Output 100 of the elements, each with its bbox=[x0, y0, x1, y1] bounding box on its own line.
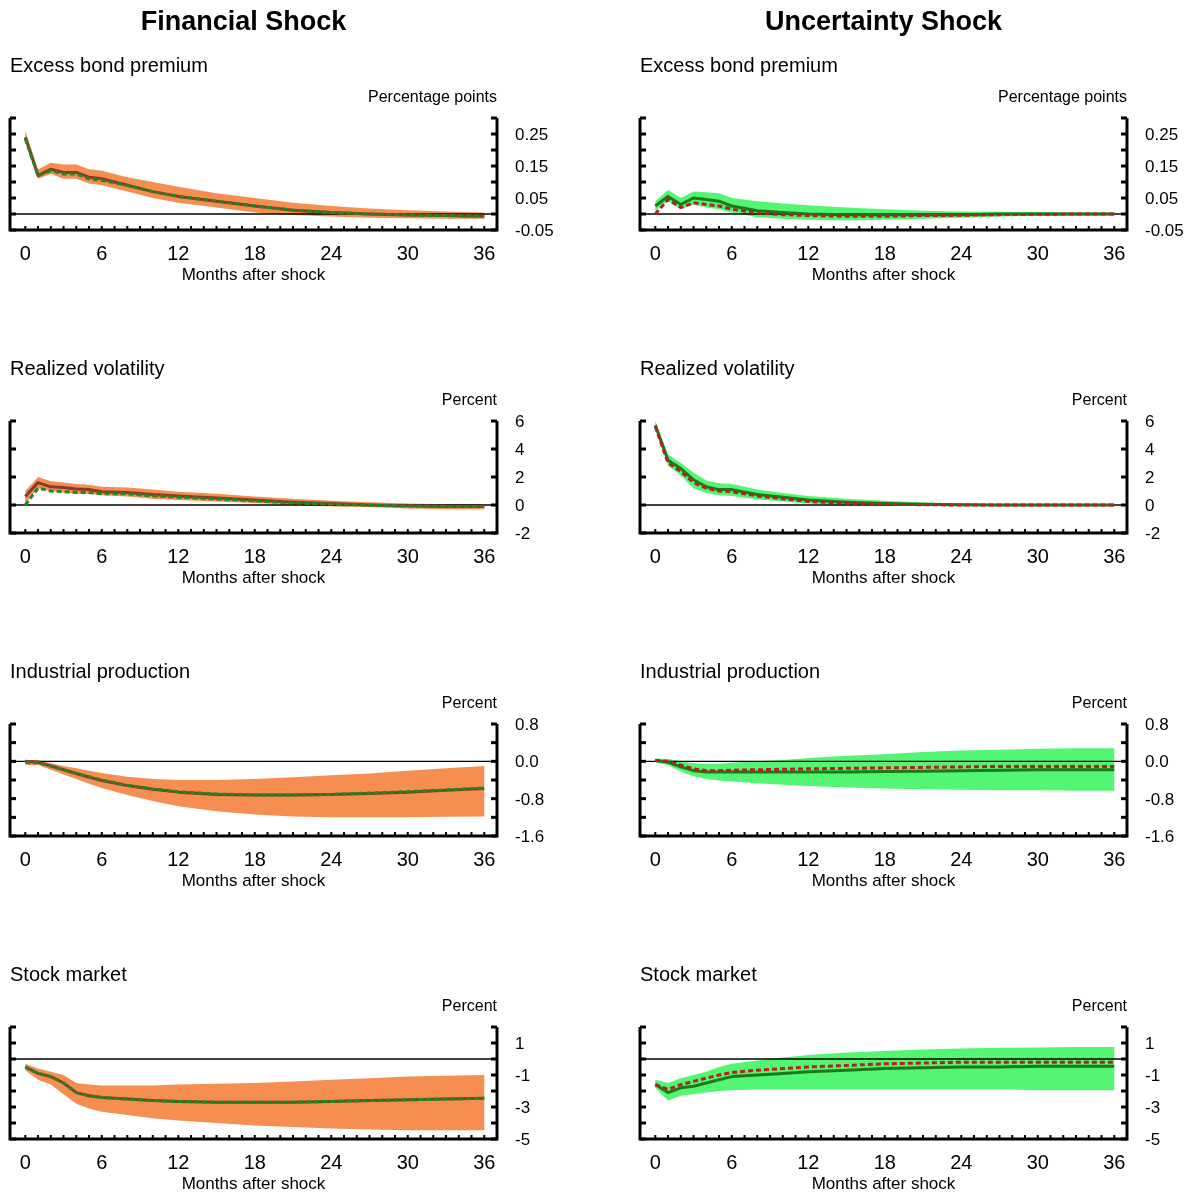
x-tick-label: 24 bbox=[320, 848, 343, 870]
x-tick-label: 36 bbox=[473, 1151, 496, 1173]
y-tick-label: 0 bbox=[515, 496, 525, 515]
text: Financial Shock bbox=[140, 6, 348, 36]
x-tick-label: 6 bbox=[96, 242, 108, 264]
y-tick-label: 0.05 bbox=[515, 189, 549, 208]
x-tick-label: 36 bbox=[1103, 545, 1126, 567]
x-tick-label: 30 bbox=[1026, 1151, 1049, 1173]
chart-title: Realized volatility bbox=[640, 357, 795, 379]
y-axis-title: Percent bbox=[441, 694, 498, 711]
y-axis-title: Percent bbox=[441, 997, 498, 1014]
x-tick-label: 6 bbox=[726, 242, 738, 264]
y-tick-label: 1 bbox=[515, 1034, 525, 1053]
chart-title: Stock market bbox=[10, 963, 128, 985]
x-tick-label: 18 bbox=[873, 242, 896, 264]
x-tick-label: 12 bbox=[797, 848, 820, 870]
x-tick-label: 6 bbox=[96, 545, 108, 567]
chart-title: Excess bond premium bbox=[640, 54, 838, 76]
x-tick-label: 0 bbox=[649, 545, 661, 567]
x-tick-label: 0 bbox=[19, 848, 31, 870]
y-tick-label: -1 bbox=[1145, 1066, 1161, 1085]
y-tick-label: 0.15 bbox=[515, 157, 549, 176]
x-tick-label: 36 bbox=[1103, 1151, 1126, 1173]
y-tick-label: 0.0 bbox=[1145, 752, 1169, 772]
y-tick-label: -0.8 bbox=[515, 789, 545, 809]
x-tick-label: 18 bbox=[243, 242, 266, 264]
y-tick-label: 0.25 bbox=[515, 125, 549, 144]
x-tick-label: 36 bbox=[473, 242, 496, 264]
x-axis-title: Months after shock bbox=[181, 265, 326, 284]
y-axis-title: Percent bbox=[1071, 694, 1128, 711]
x-tick-label: 0 bbox=[649, 242, 661, 264]
text: Uncertainty Shock bbox=[764, 6, 1004, 36]
y-tick-label: -5 bbox=[1145, 1130, 1161, 1149]
y-tick-label: 2 bbox=[1145, 468, 1155, 487]
x-tick-label: 12 bbox=[167, 242, 190, 264]
x-tick-label: 12 bbox=[797, 1151, 820, 1173]
y-tick-label: -5 bbox=[515, 1130, 531, 1149]
x-tick-label: 12 bbox=[167, 848, 190, 870]
chart-title: Excess bond premium bbox=[10, 54, 208, 76]
y-tick-label: -0.8 bbox=[1145, 789, 1175, 809]
x-tick-label: 24 bbox=[950, 545, 973, 567]
x-tick-label: 0 bbox=[649, 1151, 661, 1173]
x-tick-label: 0 bbox=[19, 1151, 31, 1173]
x-tick-label: 6 bbox=[96, 848, 108, 870]
x-tick-label: 24 bbox=[950, 848, 973, 870]
y-axis-title: Percent bbox=[441, 391, 498, 408]
x-tick-label: 18 bbox=[243, 545, 266, 567]
x-axis-title: Months after shock bbox=[811, 871, 956, 890]
x-tick-label: 0 bbox=[649, 848, 661, 870]
x-tick-label: 36 bbox=[473, 545, 496, 567]
chart-title: Realized volatility bbox=[10, 357, 165, 379]
x-tick-label: 24 bbox=[320, 545, 343, 567]
x-tick-label: 18 bbox=[873, 848, 896, 870]
x-axis-title: Months after shock bbox=[181, 568, 326, 587]
y-tick-label: 0.05 bbox=[1145, 189, 1179, 208]
y-tick-label: -2 bbox=[1145, 524, 1161, 543]
x-tick-label: 12 bbox=[797, 545, 820, 567]
x-axis-title: Months after shock bbox=[181, 871, 326, 890]
x-tick-label: 30 bbox=[396, 242, 419, 264]
x-tick-label: 36 bbox=[1103, 848, 1126, 870]
x-axis-title: Months after shock bbox=[811, 1174, 956, 1192]
x-tick-label: 6 bbox=[726, 545, 738, 567]
x-tick-label: 12 bbox=[167, 1151, 190, 1173]
x-tick-label: 18 bbox=[243, 848, 266, 870]
x-tick-label: 30 bbox=[1026, 545, 1049, 567]
x-axis-title: Months after shock bbox=[811, 265, 956, 284]
y-tick-label: 6 bbox=[515, 412, 525, 431]
y-tick-label: 0.15 bbox=[1145, 157, 1179, 176]
y-tick-label: -0.05 bbox=[1145, 221, 1184, 240]
y-tick-label: 2 bbox=[515, 468, 525, 487]
y-tick-label: -0.05 bbox=[515, 221, 554, 240]
y-tick-label: -2 bbox=[515, 524, 531, 543]
y-tick-label: 1 bbox=[1145, 1034, 1155, 1053]
x-axis-title: Months after shock bbox=[811, 568, 956, 587]
x-tick-label: 24 bbox=[320, 1151, 343, 1173]
x-tick-label: 24 bbox=[950, 1151, 973, 1173]
y-tick-label: -3 bbox=[515, 1098, 531, 1117]
x-tick-label: 30 bbox=[1026, 242, 1049, 264]
x-tick-label: 30 bbox=[396, 848, 419, 870]
x-tick-label: 18 bbox=[873, 1151, 896, 1173]
x-tick-label: 12 bbox=[797, 242, 820, 264]
y-tick-label: 4 bbox=[515, 440, 525, 459]
y-tick-label: -1 bbox=[515, 1066, 531, 1085]
y-axis-title: Percent bbox=[1071, 997, 1128, 1014]
y-tick-label: 4 bbox=[1145, 440, 1155, 459]
x-tick-label: 6 bbox=[96, 1151, 108, 1173]
x-tick-label: 18 bbox=[243, 1151, 266, 1173]
x-tick-label: 18 bbox=[873, 545, 896, 567]
y-tick-label: 0 bbox=[1145, 496, 1155, 515]
x-tick-label: 36 bbox=[1103, 242, 1126, 264]
y-tick-label: 0.8 bbox=[1145, 715, 1169, 734]
x-tick-label: 6 bbox=[726, 1151, 738, 1173]
y-tick-label: 0.8 bbox=[515, 715, 539, 734]
y-tick-label: -1.6 bbox=[515, 827, 545, 846]
chart-title: Industrial production bbox=[10, 660, 191, 682]
y-tick-label: -1.6 bbox=[1145, 827, 1175, 846]
x-axis-title: Months after shock bbox=[181, 1174, 326, 1192]
y-tick-label: -3 bbox=[1145, 1098, 1161, 1117]
x-tick-label: 30 bbox=[396, 545, 419, 567]
y-axis-title: Percentage points bbox=[998, 88, 1127, 105]
